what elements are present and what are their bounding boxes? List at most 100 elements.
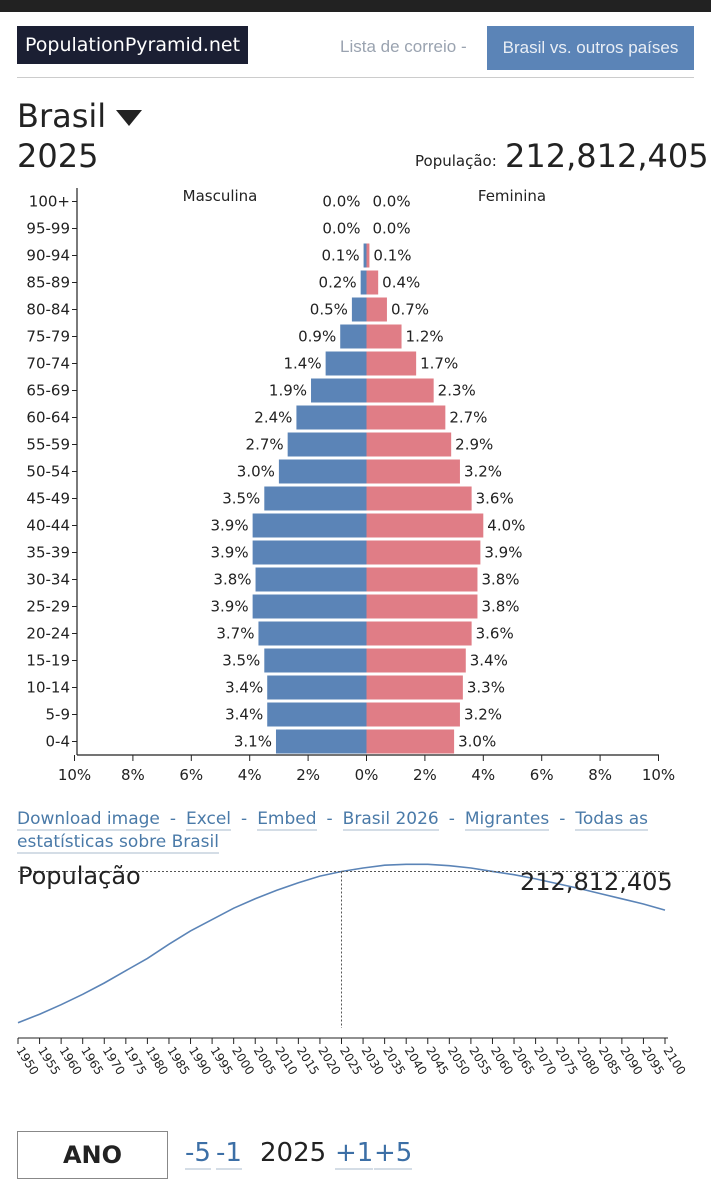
female-data-label: 1.2% bbox=[406, 328, 444, 346]
population-label: População: bbox=[415, 152, 497, 170]
embed-link[interactable]: Embed bbox=[257, 809, 317, 831]
female-bar bbox=[366, 540, 481, 565]
female-data-label: 3.6% bbox=[476, 490, 514, 508]
female-data-label: 0.7% bbox=[391, 301, 429, 319]
x-tick-label: 6% bbox=[179, 766, 203, 784]
year-plus-1-button[interactable]: +1 bbox=[335, 1138, 374, 1170]
female-data-label: 3.8% bbox=[481, 598, 519, 616]
mailing-list-link[interactable]: Lista de correio - bbox=[340, 37, 467, 56]
link-bar: Download image - Excel - Embed - Brasil 2026- M… bbox=[17, 808, 697, 854]
y-tick-label: 90-94 bbox=[26, 247, 70, 265]
y-tick-label: 35-39 bbox=[26, 544, 70, 562]
female-data-label: 2.7% bbox=[449, 409, 487, 427]
year-minus-5-button[interactable]: -5 bbox=[185, 1138, 211, 1170]
year-input[interactable]: ANO bbox=[17, 1131, 168, 1179]
female-bar bbox=[366, 297, 387, 322]
female-bar bbox=[366, 621, 472, 646]
compare-countries-button[interactable]: Brasil vs. outros países bbox=[487, 26, 694, 70]
y-tick-label: 85-89 bbox=[26, 274, 70, 292]
female-data-label: 3.0% bbox=[458, 733, 496, 751]
male-data-label: 3.9% bbox=[211, 517, 249, 535]
female-data-label: 2.9% bbox=[455, 436, 493, 454]
female-bar bbox=[366, 486, 472, 511]
y-tick-label: 65-69 bbox=[26, 382, 70, 400]
x-tick-label: 4% bbox=[471, 766, 495, 784]
female-bar bbox=[366, 459, 460, 484]
male-data-label: 3.7% bbox=[216, 625, 254, 643]
male-bar bbox=[255, 567, 367, 592]
male-data-label: 0.2% bbox=[319, 274, 357, 292]
male-data-label: 3.9% bbox=[211, 598, 249, 616]
male-data-label: 3.0% bbox=[237, 463, 275, 481]
female-bar bbox=[366, 729, 455, 754]
male-bar bbox=[264, 486, 367, 511]
male-bar bbox=[267, 702, 367, 727]
male-data-label: 3.5% bbox=[222, 652, 260, 670]
female-data-label: 0.1% bbox=[373, 247, 411, 265]
male-data-label: 3.4% bbox=[225, 679, 263, 697]
next-year-link[interactable]: Brasil 2026 bbox=[342, 809, 439, 831]
year-plus-5-button[interactable]: +5 bbox=[374, 1138, 413, 1170]
y-tick-label: 0-4 bbox=[46, 733, 71, 751]
y-tick-label: 95-99 bbox=[26, 220, 70, 238]
male-data-label: 3.1% bbox=[234, 733, 272, 751]
male-bar bbox=[267, 675, 367, 700]
female-data-label: 0.0% bbox=[373, 193, 411, 211]
y-tick-label: 70-74 bbox=[26, 355, 70, 373]
male-bar bbox=[340, 324, 367, 349]
male-bar bbox=[311, 378, 367, 403]
y-tick-label: 10-14 bbox=[26, 679, 70, 697]
male-bar bbox=[360, 270, 367, 295]
migrants-link[interactable]: Migrantes bbox=[464, 809, 550, 831]
current-year: 2025 bbox=[260, 1138, 327, 1168]
y-tick-label: 15-19 bbox=[26, 652, 70, 670]
year-minus-1-button[interactable]: -1 bbox=[216, 1138, 242, 1170]
top-bar bbox=[0, 0, 711, 12]
y-tick-label: 75-79 bbox=[26, 328, 70, 346]
link-separator: - bbox=[559, 809, 566, 829]
population-pyramid-chart: Masculina Feminina 100+ 0.0% 0.0% 95-99 0.0% 0.… bbox=[26, 187, 675, 784]
female-bar bbox=[366, 648, 466, 673]
x-tick-label: 8% bbox=[121, 766, 145, 784]
female-bar bbox=[366, 702, 460, 727]
female-bar bbox=[366, 594, 478, 619]
legend-male: Masculina bbox=[183, 187, 258, 205]
male-bar bbox=[252, 594, 367, 619]
y-tick-label: 5-9 bbox=[46, 706, 71, 724]
x-tick-label: 10% bbox=[58, 766, 91, 784]
x-tick-label: 2% bbox=[296, 766, 320, 784]
male-data-label: 3.8% bbox=[213, 571, 251, 589]
male-bar bbox=[258, 621, 367, 646]
all-stats-link[interactable]: Todas as estatísticas sobre Brasil bbox=[17, 809, 648, 854]
male-data-label: 1.9% bbox=[269, 382, 307, 400]
male-data-label: 2.4% bbox=[254, 409, 292, 427]
population-chart-title: População bbox=[18, 862, 141, 890]
female-data-label: 3.9% bbox=[484, 544, 522, 562]
link-separator: - bbox=[169, 809, 176, 829]
male-data-label: 3.9% bbox=[211, 544, 249, 562]
female-data-label: 0.0% bbox=[373, 220, 411, 238]
x-tick-label: 6% bbox=[530, 766, 554, 784]
chevron-down-icon[interactable] bbox=[116, 110, 142, 126]
download-image-link[interactable]: Download image bbox=[17, 809, 160, 831]
y-tick-label: 20-24 bbox=[26, 625, 70, 643]
male-data-label: 3.4% bbox=[225, 706, 263, 724]
population-line bbox=[17, 863, 666, 1024]
x-tick-label: 8% bbox=[588, 766, 612, 784]
male-bar bbox=[264, 648, 367, 673]
female-data-label: 3.2% bbox=[464, 706, 502, 724]
year-title: 2025 bbox=[17, 137, 99, 175]
y-tick-label: 25-29 bbox=[26, 598, 70, 616]
male-bar bbox=[325, 351, 367, 376]
site-logo[interactable]: PopulationPyramid.net bbox=[17, 26, 249, 64]
male-data-label: 0.9% bbox=[298, 328, 336, 346]
y-tick-label: 80-84 bbox=[26, 301, 70, 319]
male-bar bbox=[351, 297, 367, 322]
excel-link[interactable]: Excel bbox=[186, 809, 232, 831]
male-data-label: 3.5% bbox=[222, 490, 260, 508]
y-tick-label: 60-64 bbox=[26, 409, 70, 427]
y-tick-label: 55-59 bbox=[26, 436, 70, 454]
country-selector[interactable]: Brasil bbox=[17, 97, 107, 135]
y-tick-label: 40-44 bbox=[26, 517, 70, 535]
legend-female: Feminina bbox=[478, 187, 546, 205]
